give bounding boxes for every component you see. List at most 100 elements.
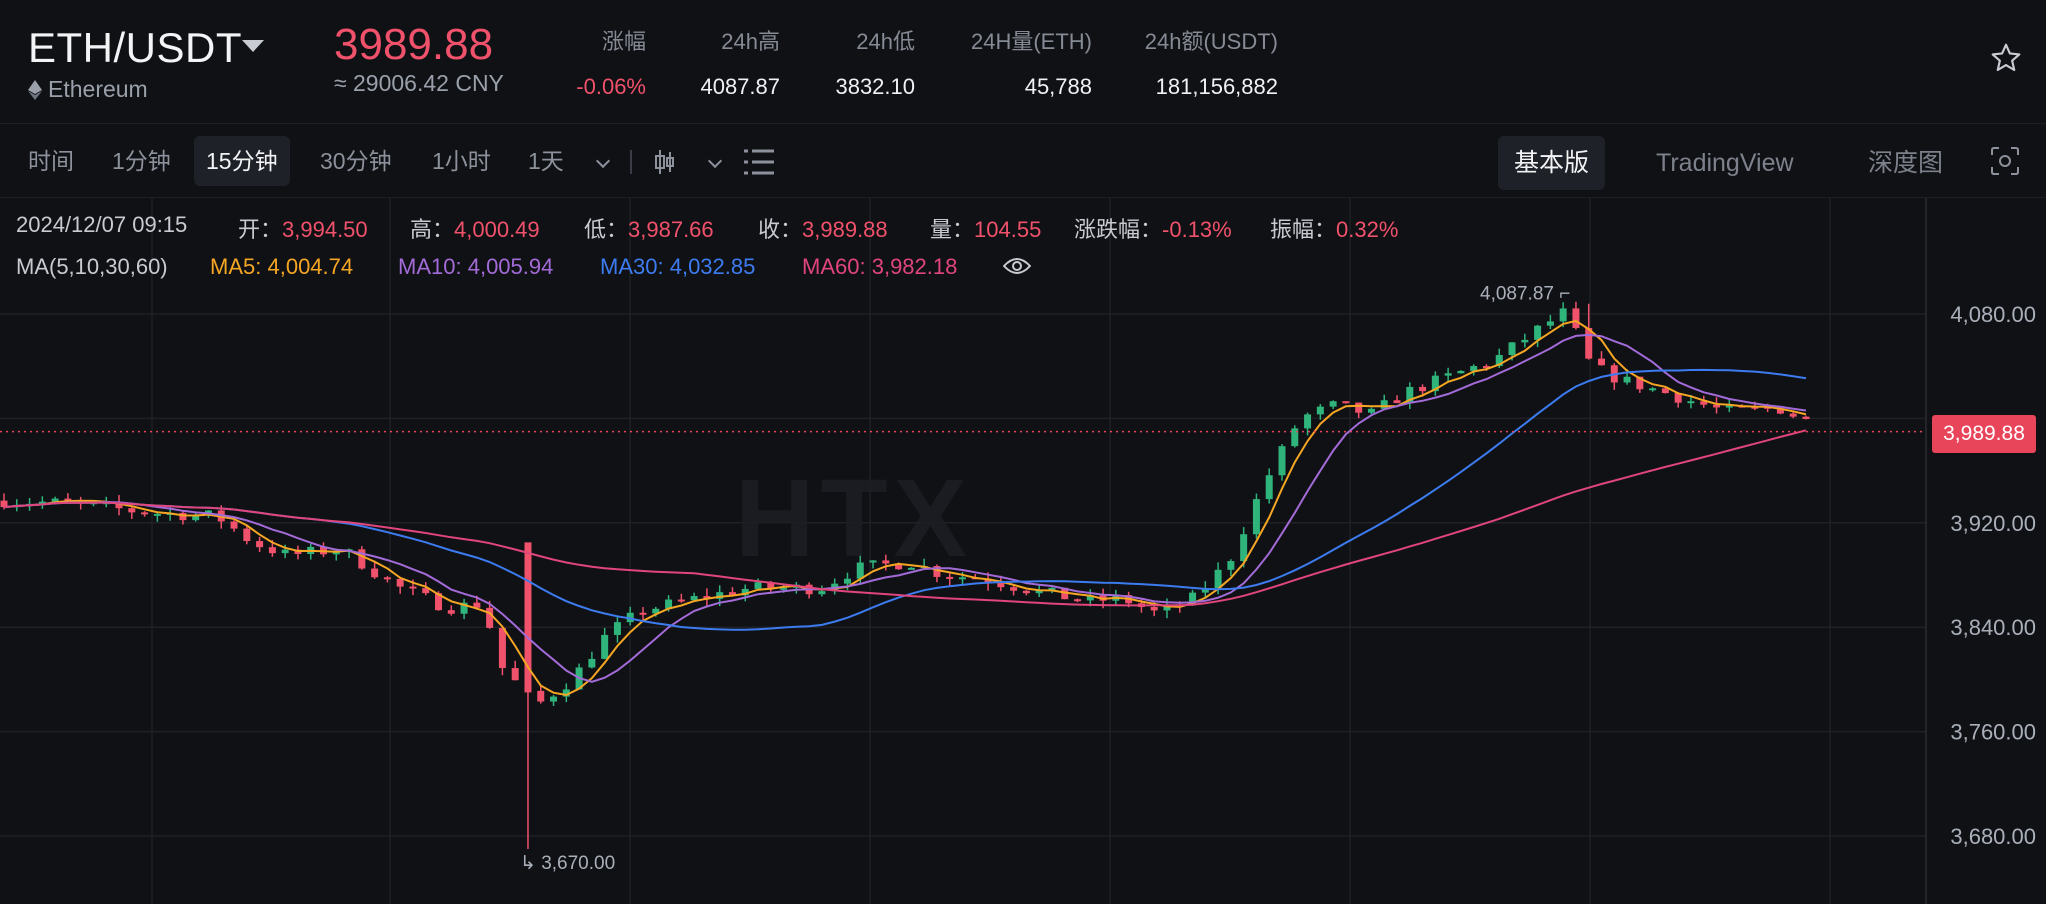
candle-body (473, 602, 481, 608)
candle-body (1700, 401, 1708, 405)
tab-depth-chart[interactable]: 深度图 (1868, 149, 1944, 177)
candle-body (1725, 405, 1733, 408)
candle-body (933, 566, 941, 577)
tab-1min[interactable]: 1分钟 (112, 148, 171, 174)
tab-basic-view[interactable]: 基本版 (1498, 136, 1606, 190)
candle-body (728, 592, 736, 596)
candle-body (141, 512, 149, 515)
candle-body (1534, 325, 1542, 340)
chevron-down-icon[interactable] (242, 40, 264, 52)
chevron-down-icon[interactable] (707, 153, 723, 169)
indicators-icon[interactable] (744, 148, 774, 176)
ohlc-amplitude-value: 0.32% (1336, 217, 1399, 242)
y-axis-tick-label: 3,840.00 (1950, 615, 2036, 640)
ohlc-amplitude-label: 振幅： (1270, 217, 1337, 242)
candle-body (268, 547, 276, 554)
ohlc-low: 低：3,987.66 (584, 212, 714, 244)
stat-value: 4087.87 (700, 74, 780, 99)
candle-body (818, 591, 826, 595)
candle-body (1201, 588, 1209, 593)
candle-body (383, 577, 391, 580)
candle-body (128, 508, 136, 513)
candle-body (1636, 376, 1644, 390)
ohlc-volume-label: 量： (930, 217, 975, 242)
eye-icon[interactable] (1003, 256, 1031, 276)
ohlc-volume: 量：104.55 (930, 212, 1041, 244)
candle-body (677, 599, 685, 602)
candle-body (1572, 308, 1580, 328)
candle-body (690, 596, 698, 601)
tab-time[interactable]: 时间 (28, 148, 74, 174)
candle-body (51, 498, 59, 502)
last-price: 3989.88 (334, 20, 494, 69)
candle-body (1074, 599, 1082, 602)
ohlc-volume-value: 104.55 (974, 217, 1042, 242)
candle-body (1150, 607, 1158, 611)
ma60-line (3, 429, 1807, 607)
stat-24h-low: 24h低 3832.10 (805, 24, 915, 100)
tab-30min[interactable]: 30分钟 (320, 148, 392, 174)
candle-body (1393, 400, 1401, 404)
candle-body (1291, 428, 1299, 447)
candle-body (1713, 404, 1721, 408)
candle-body (754, 582, 762, 589)
y-axis-tick-label: 3,680.00 (1950, 824, 2036, 849)
candle-body (1304, 414, 1312, 429)
ma10-line (3, 333, 1807, 683)
candle-body (1329, 401, 1337, 407)
screenshot-icon[interactable] (1990, 146, 2020, 176)
stat-label: 24h低 (856, 29, 915, 54)
tab-tradingview[interactable]: TradingView (1656, 149, 1794, 177)
pair-selector[interactable]: ETH/USDT (28, 24, 242, 71)
tab-1day[interactable]: 1天 (528, 148, 564, 174)
chart-toolbar: 时间 1分钟 15分钟 30分钟 1小时 1天 基本版 TradingView … (0, 124, 2046, 198)
y-axis-tick-label: 4,080.00 (1950, 302, 2036, 327)
candle-body (613, 622, 621, 635)
stat-value: 181,156,882 (1155, 74, 1278, 99)
stat-label: 涨幅 (601, 29, 646, 54)
candle-body (882, 560, 890, 564)
favorite-star-icon[interactable] (1990, 42, 2022, 74)
tab-15min[interactable]: 15分钟 (194, 136, 290, 186)
ohlc-amplitude: 振幅：0.32% (1270, 212, 1398, 244)
stat-value: 3832.10 (835, 74, 915, 99)
ma-label: MA(5,10,30,60) (16, 254, 168, 279)
candle-body (1010, 587, 1018, 591)
y-axis-tick-label: 3,760.00 (1950, 720, 2036, 745)
ohlc-change: 涨跌幅：-0.13% (1074, 212, 1232, 244)
candle-body (422, 588, 430, 594)
candle-body (153, 513, 161, 516)
low-price-marker: ↳ 3,670.00 (520, 853, 615, 874)
candle-body (64, 498, 72, 501)
ma5-value: 4,004.74 (267, 254, 354, 279)
candle-body (1751, 406, 1759, 409)
candle-body (358, 549, 366, 569)
candle-body (243, 528, 251, 542)
candle-body (1623, 376, 1631, 383)
candle-body (1585, 327, 1593, 359)
candle-body (524, 542, 532, 693)
ohlc-close-label: 收： (758, 217, 803, 242)
current-price-tag: 3,989.88 (1932, 415, 2036, 453)
candle-body (1419, 386, 1427, 392)
candle-body (460, 602, 468, 614)
tab-1hour[interactable]: 1小时 (432, 148, 491, 174)
candle-body (869, 560, 877, 563)
ma30-value: 4,032.85 (669, 254, 756, 279)
candle-body (230, 521, 238, 529)
candle-body (1406, 386, 1414, 404)
stat-label: 24h额(USDT) (1144, 29, 1278, 54)
candle-body (1227, 561, 1235, 570)
candle-body (0, 500, 8, 508)
ohlc-date-text: 2024/12/07 09:15 (16, 212, 188, 237)
ma10-name: MA10: (398, 254, 462, 279)
candle-body (1240, 534, 1248, 562)
candlestick-chart[interactable]: 4,080.00 3,920.00 3,840.00 3,760.00 3,680.00… (0, 198, 2046, 904)
stat-label: 24H量(ETH) (970, 29, 1092, 54)
stat-24h-amount: 24h额(USDT) 181,156,882 (1120, 24, 1278, 100)
chevron-down-icon[interactable] (595, 153, 611, 169)
candle-type-icon[interactable] (654, 148, 676, 176)
cny-price: ≈ 29006.42 CNY (334, 70, 504, 96)
candle-body (115, 502, 123, 509)
candle-body (1444, 373, 1452, 376)
